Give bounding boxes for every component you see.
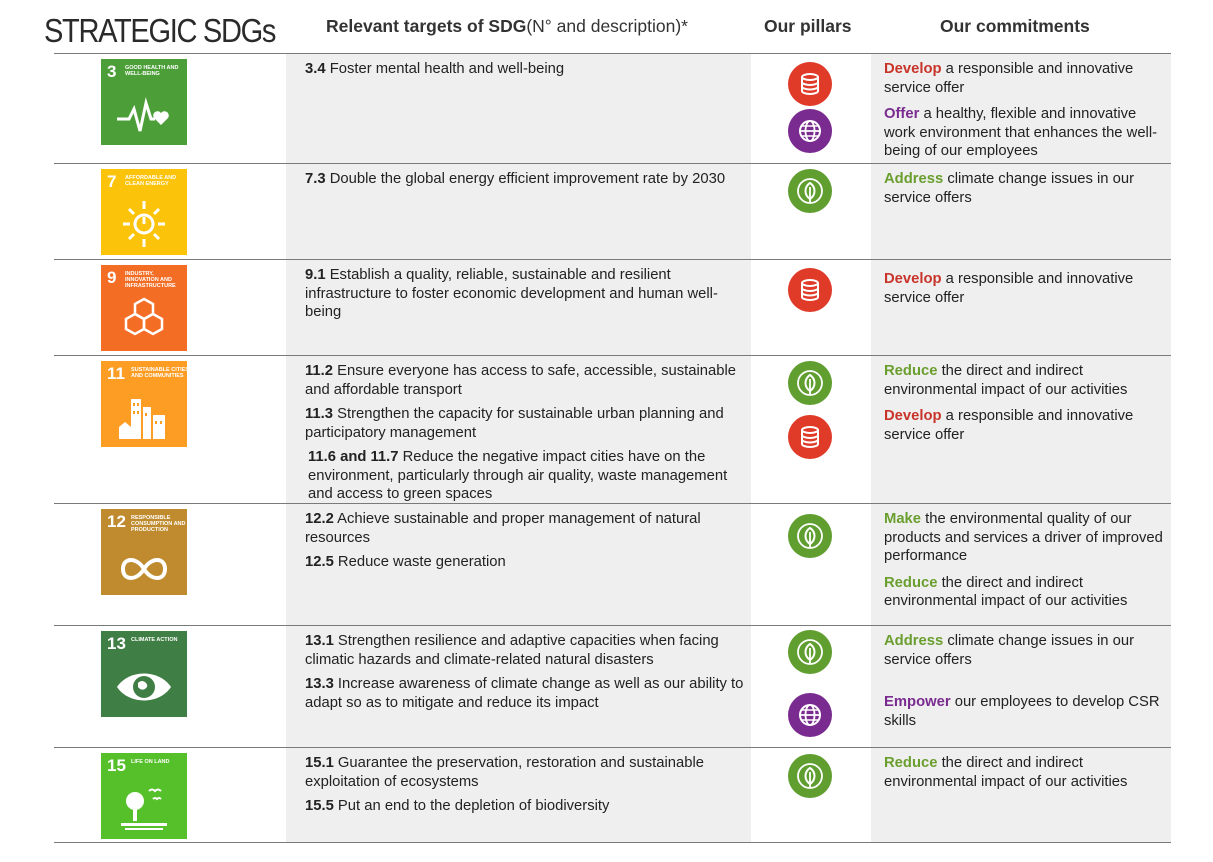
- sdg-number: 7: [107, 172, 117, 191]
- sdg-label: LIFE ON LAND: [131, 759, 170, 765]
- leaf-icon: [788, 754, 832, 798]
- sdg-number: 12: [107, 512, 126, 531]
- commitment-item: Address climate change issues in our ser…: [884, 171, 1135, 206]
- target-item: 13.3 Increase awareness of climate chang…: [305, 676, 744, 711]
- targets-header-bold: Relevant targets of SDG: [326, 15, 527, 36]
- commitment-item: Develop a responsible and innovative ser…: [884, 61, 1134, 96]
- commitment-item: Offer a healthy, flexible and innovative…: [884, 106, 1158, 159]
- sdg-number: 9: [107, 268, 117, 287]
- eye-earth-icon: [117, 673, 171, 701]
- cubes-icon: [124, 297, 164, 336]
- leaf-icon: [788, 361, 832, 405]
- target-item: 13.1 Strengthen resilience and adaptive …: [305, 633, 719, 668]
- database-icon: [788, 268, 832, 312]
- target-item: 15.1 Guarantee the preservation, restora…: [305, 755, 704, 790]
- table-row-sdg-7: 7 AFFORDABLE AND CLEAN ENERGY 7.3 Double…: [54, 163, 1171, 259]
- page-title: STRATEGIC SDGs: [44, 12, 276, 49]
- target-item: 7.3 Double the global energy efficient i…: [305, 171, 726, 187]
- sdg-label: AFFORDABLE AND CLEAN ENERGY: [125, 175, 177, 187]
- leaf-icon: [788, 514, 832, 558]
- target-item: 3.4 Foster mental health and well-being: [305, 61, 565, 77]
- commitment-item: Reduce the direct and indirect environme…: [884, 574, 1128, 610]
- leaf-icon: [788, 630, 832, 674]
- table-row-sdg-15: 15 LIFE ON LAND 15.1 Guarantee the prese…: [54, 747, 1171, 843]
- sdg-11-tile: 11 SUSTAINABLE CITIES AND COMMUNITIES: [101, 361, 189, 447]
- sdg-label: CLIMATE ACTION: [131, 637, 178, 643]
- commitment-item: Make the environmental quality of our pr…: [884, 511, 1163, 564]
- table-row-sdg-11: 11 SUSTAINABLE CITIES AND COMMUNITIES 11…: [54, 355, 1171, 503]
- sdg-15-tile: 15 LIFE ON LAND: [101, 753, 187, 839]
- target-item: 9.1 Establish a quality, reliable, susta…: [305, 267, 718, 320]
- targets-header-light: (N° and description)*: [526, 15, 688, 36]
- infinity-icon: [120, 558, 168, 580]
- city-icon: [119, 399, 165, 439]
- heartbeat-icon: [117, 97, 169, 132]
- sdg-label: SUSTAINABLE CITIES AND COMMUNITIES: [131, 367, 189, 379]
- globe-icon: [788, 109, 832, 153]
- sdg-number: 3: [107, 62, 117, 81]
- target-item: 15.5 Put an end to the depletion of biod…: [305, 798, 610, 814]
- globe-icon: [788, 693, 832, 737]
- commitment-item: Develop a responsible and innovative ser…: [884, 271, 1134, 306]
- commitment-item: Empower our employees to develop CSR ski…: [884, 694, 1160, 729]
- sdg-number: 13: [107, 634, 126, 653]
- sdg-13-tile: 13 CLIMATE ACTION: [101, 631, 187, 717]
- sun-power-icon: [123, 201, 165, 247]
- sdg-label: GOOD HEALTH AND WELL-BEING: [125, 65, 179, 77]
- target-item: 12.2 Achieve sustainable and proper mana…: [305, 511, 701, 546]
- target-item: 11.2 Ensure everyone has access to safe,…: [305, 363, 737, 398]
- sdg-number: 15: [107, 756, 126, 775]
- database-icon: [788, 415, 832, 459]
- leaf-icon: [788, 169, 832, 213]
- sdg-label: RESPONSIBLE CONSUMPTION AND PRODUCTION: [131, 515, 186, 533]
- target-item: 11.6 and 11.7 Reduce the negative impact…: [308, 449, 728, 502]
- column-header-pillars: Our pillars: [764, 15, 852, 36]
- table-row-sdg-9: 9 INDUSTRY, INNOVATION AND INFRASTRUCTUR…: [54, 259, 1171, 355]
- table-row-sdg-3: 3 GOOD HEALTH AND WELL-BEING 3.4 Foster …: [54, 53, 1171, 163]
- sdg-9-tile: 9 INDUSTRY, INNOVATION AND INFRASTRUCTUR…: [101, 265, 187, 351]
- column-header-targets: Relevant targets of SDG (N° and descript…: [326, 0, 688, 52]
- sdg-table: 3 GOOD HEALTH AND WELL-BEING 3.4 Foster …: [54, 53, 1171, 843]
- sdg-12-tile: 12 RESPONSIBLE CONSUMPTION AND PRODUCTIO…: [101, 509, 187, 595]
- target-item: 11.3 Strengthen the capacity for sustain…: [305, 406, 724, 441]
- target-item: 12.5 Reduce waste generation: [305, 554, 506, 570]
- database-icon: [788, 62, 832, 106]
- table-row-sdg-13: 13 CLIMATE ACTION 13.1 Strengthen resili…: [54, 625, 1171, 747]
- column-header-commitments: Our commitments: [940, 15, 1090, 36]
- commitment-item: Reduce the direct and indirect environme…: [884, 755, 1128, 790]
- tree-birds-icon: [121, 788, 167, 830]
- sdg-7-tile: 7 AFFORDABLE AND CLEAN ENERGY: [101, 169, 187, 255]
- sdg-3-tile: 3 GOOD HEALTH AND WELL-BEING: [101, 59, 187, 145]
- commitment-item: Reduce the direct and indirect environme…: [884, 363, 1128, 398]
- sdg-label: INDUSTRY, INNOVATION AND INFRASTRUCTURE: [125, 271, 176, 289]
- table-row-sdg-12: 12 RESPONSIBLE CONSUMPTION AND PRODUCTIO…: [54, 503, 1171, 625]
- sdg-number: 11: [107, 364, 125, 383]
- commitment-item: Develop a responsible and innovative ser…: [884, 408, 1134, 443]
- commitment-item: Address climate change issues in our ser…: [884, 633, 1135, 668]
